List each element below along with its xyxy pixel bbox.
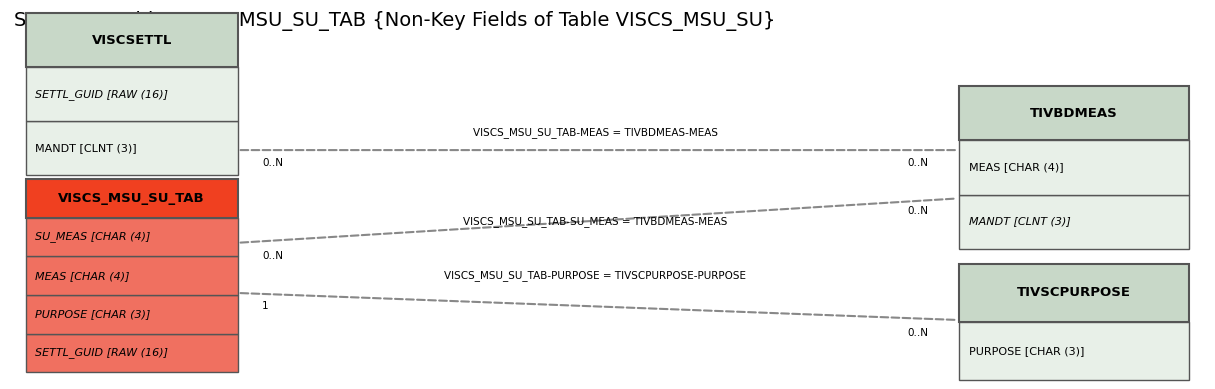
Text: 0..N: 0..N: [908, 328, 928, 338]
Text: MEAS [CHAR (4)]: MEAS [CHAR (4)]: [968, 163, 1063, 172]
Bar: [26, 256, 238, 295]
Bar: [959, 140, 1189, 194]
Text: VISCS_MSU_SU_TAB-MEAS = TIVBDMEAS-MEAS: VISCS_MSU_SU_TAB-MEAS = TIVBDMEAS-MEAS: [473, 128, 718, 138]
Text: PURPOSE [CHAR (3)]: PURPOSE [CHAR (3)]: [35, 309, 151, 319]
Text: 0..N: 0..N: [262, 251, 283, 261]
Bar: [959, 264, 1189, 322]
Bar: [26, 333, 238, 372]
Bar: [26, 13, 238, 67]
Text: SU_MEAS [CHAR (4)]: SU_MEAS [CHAR (4)]: [35, 231, 151, 242]
Text: 0..N: 0..N: [908, 206, 928, 216]
Text: VISCS_MSU_SU_TAB-PURPOSE = TIVSCPURPOSE-PURPOSE: VISCS_MSU_SU_TAB-PURPOSE = TIVSCPURPOSE-…: [445, 270, 746, 281]
Text: 0..N: 0..N: [908, 158, 928, 168]
Text: 1: 1: [262, 301, 269, 311]
Text: TIVSCPURPOSE: TIVSCPURPOSE: [1017, 286, 1131, 300]
Text: VISCS_MSU_SU_TAB: VISCS_MSU_SU_TAB: [58, 192, 205, 205]
Text: 0..N: 0..N: [262, 158, 283, 168]
Bar: [26, 121, 238, 175]
Bar: [26, 67, 238, 121]
Text: MANDT [CLNT (3)]: MANDT [CLNT (3)]: [35, 143, 137, 153]
Text: SETTL_GUID [RAW (16)]: SETTL_GUID [RAW (16)]: [35, 89, 169, 100]
Bar: [959, 194, 1189, 249]
Text: SAP ABAP table VISCS_MSU_SU_TAB {Non-Key Fields of Table VISCS_MSU_SU}: SAP ABAP table VISCS_MSU_SU_TAB {Non-Key…: [13, 11, 775, 31]
Text: VISCS_MSU_SU_TAB-SU_MEAS = TIVBDMEAS-MEAS: VISCS_MSU_SU_TAB-SU_MEAS = TIVBDMEAS-MEA…: [463, 216, 728, 227]
Text: TIVBDMEAS: TIVBDMEAS: [1030, 107, 1118, 120]
Bar: [26, 179, 238, 218]
Bar: [959, 322, 1189, 380]
Text: MANDT [CLNT (3)]: MANDT [CLNT (3)]: [968, 217, 1070, 226]
Bar: [959, 86, 1189, 140]
Text: SETTL_GUID [RAW (16)]: SETTL_GUID [RAW (16)]: [35, 347, 169, 358]
Text: VISCSETTL: VISCSETTL: [91, 33, 171, 47]
Bar: [26, 295, 238, 333]
Bar: [26, 218, 238, 256]
Text: MEAS [CHAR (4)]: MEAS [CHAR (4)]: [35, 271, 130, 280]
Text: PURPOSE [CHAR (3)]: PURPOSE [CHAR (3)]: [968, 346, 1084, 356]
